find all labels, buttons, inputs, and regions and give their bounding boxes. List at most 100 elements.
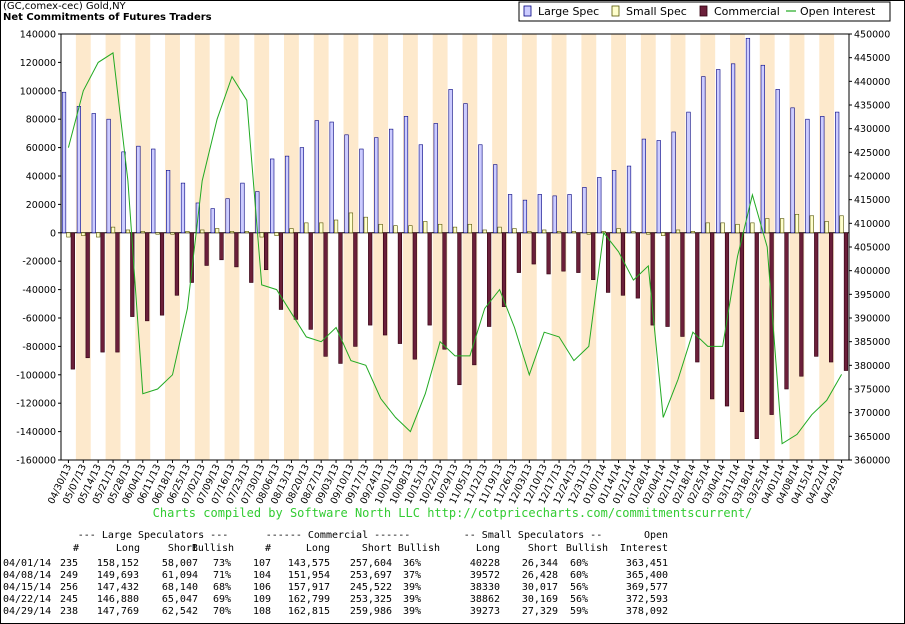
bar-large-spec: [775, 89, 780, 234]
stripe: [135, 34, 151, 460]
bar-commercial: [457, 232, 462, 386]
table-cell: 30,017: [521, 582, 558, 593]
bar-large-spec: [61, 91, 67, 234]
legend-label: Small Spec: [626, 5, 687, 18]
table-cell: 56%: [569, 582, 588, 593]
bar-small-spec: [527, 231, 532, 234]
group-header: -- Small Speculators --: [463, 530, 603, 541]
bar-large-spec: [686, 111, 691, 234]
bar-large-spec: [166, 170, 171, 234]
table-cell: 59%: [569, 606, 588, 617]
legend-label: Open Interest: [800, 5, 876, 18]
right-tick-label: 380000: [854, 361, 890, 372]
table-cell: 56%: [569, 594, 588, 605]
left-tick-label: 20000: [26, 200, 56, 211]
group-header: --- Large Speculators ---: [77, 530, 229, 541]
right-tick-label: 405000: [854, 243, 890, 254]
bar-small-spec: [735, 223, 740, 234]
right-tick-label: 440000: [854, 77, 890, 88]
table-cell: 70%: [212, 606, 231, 617]
row-date: 04/29/14: [3, 606, 52, 617]
bar-large-spec: [329, 121, 334, 234]
column-header: Long: [475, 543, 500, 554]
table-cell: 62,542: [161, 606, 198, 617]
table-cell: 143,575: [287, 558, 330, 569]
bar-commercial: [100, 232, 105, 353]
bar-large-spec: [76, 106, 82, 234]
bar-large-spec: [225, 198, 230, 234]
table-cell: 146,880: [96, 594, 139, 605]
group-header: ------ Commercial ------: [265, 530, 411, 541]
left-tick-label: 120000: [20, 58, 56, 69]
background-stripes: [61, 34, 849, 460]
left-tick-label: -80000: [22, 342, 56, 353]
bar-large-spec: [522, 199, 528, 234]
stripe: [224, 34, 240, 460]
table-cell: 158,152: [96, 558, 139, 569]
bar-large-spec: [344, 134, 349, 234]
table-cell: 30,169: [521, 594, 558, 605]
right-tick-label: 445000: [854, 53, 890, 64]
bar-commercial: [605, 232, 611, 293]
bar-large-spec: [299, 147, 305, 234]
left-tick-label: 140000: [20, 30, 56, 41]
bar-commercial: [843, 232, 849, 371]
stripe: [492, 34, 508, 460]
left-tick-label: 100000: [20, 86, 56, 97]
table-cell: 378,092: [625, 606, 668, 617]
table-cell: 26,428: [521, 570, 558, 581]
bar-large-spec: [730, 63, 736, 234]
bar-large-spec: [270, 158, 275, 234]
bar-small-spec: [497, 226, 502, 234]
table-cell: 256: [59, 582, 78, 593]
column-header: Bullish: [397, 543, 440, 554]
bar-large-spec: [835, 111, 840, 234]
bar-small-spec: [556, 231, 562, 234]
right-tick-label: 400000: [854, 266, 890, 277]
bar-small-spec: [690, 231, 695, 234]
left-tick-label: -60000: [22, 314, 56, 325]
bar-commercial: [784, 232, 789, 390]
bar-commercial: [501, 232, 507, 307]
bar-small-spec: [170, 232, 175, 235]
stripe: [551, 34, 567, 460]
bar-large-spec: [91, 113, 96, 234]
bar-commercial: [680, 232, 685, 337]
table-cell: 147,769: [96, 606, 139, 617]
bar-large-spec: [537, 194, 542, 234]
table-cell: 39%: [402, 606, 421, 617]
bar-large-spec: [121, 151, 126, 234]
column-header: Bullish: [565, 543, 608, 554]
bar-commercial: [219, 232, 224, 261]
bar-large-spec: [656, 140, 661, 234]
left-tick-label: -140000: [16, 427, 56, 438]
left-tick-label: -20000: [22, 257, 56, 268]
table-cell: 26,344: [521, 558, 558, 569]
bar-large-spec: [745, 37, 751, 234]
bar-commercial: [382, 232, 388, 336]
table-cell: 69%: [212, 594, 231, 605]
x-axis: 04/30/1305/07/1305/14/1305/21/1305/28/13…: [46, 460, 847, 505]
column-header: Long: [305, 543, 330, 554]
row-date: 04/01/14: [3, 558, 52, 569]
bar-large-spec: [240, 182, 245, 234]
bar-small-spec: [452, 226, 458, 234]
stripe: [284, 34, 299, 460]
row-date: 04/22/14: [3, 594, 52, 605]
right-tick-label: 430000: [854, 124, 890, 135]
column-header: Short: [361, 543, 392, 554]
bar-commercial: [159, 232, 165, 316]
left-tick-label: -120000: [16, 399, 56, 410]
bar-large-spec: [389, 128, 394, 234]
column-header: Short: [167, 543, 198, 554]
bar-large-spec: [359, 148, 364, 234]
bar-small-spec: [675, 229, 681, 234]
bar-small-spec: [631, 231, 636, 234]
legend-swatch: [611, 5, 620, 17]
bar-commercial: [278, 232, 284, 310]
table-cell: 245,522: [349, 582, 392, 593]
bar-small-spec: [512, 228, 517, 234]
bar-small-spec: [289, 228, 294, 234]
table-cell: 151,954: [287, 570, 330, 581]
right-tick-label: 415000: [854, 195, 890, 206]
